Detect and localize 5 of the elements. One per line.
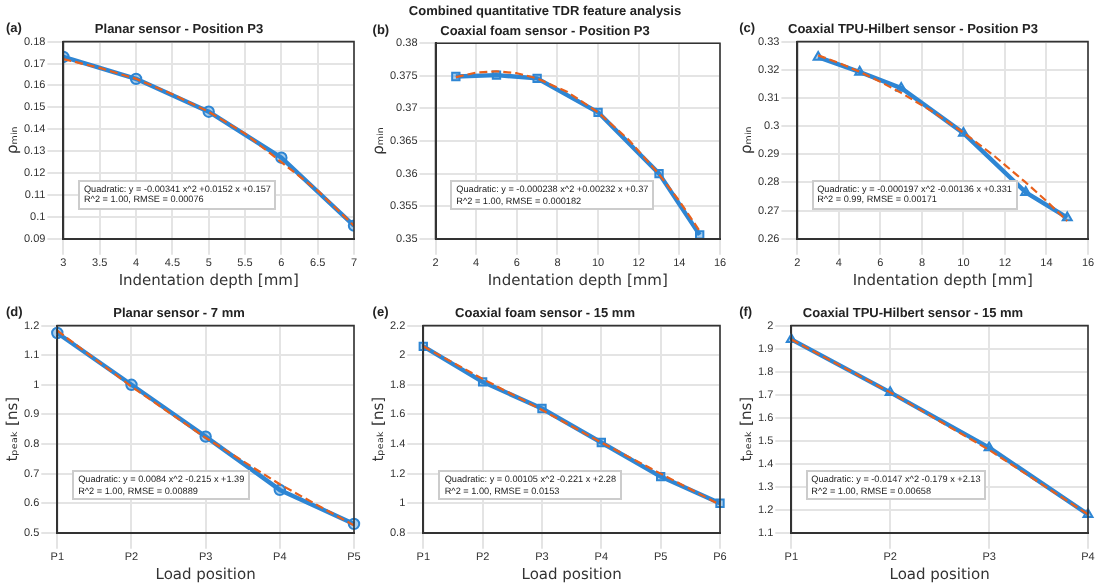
point (695, 230, 705, 239)
point (1019, 186, 1031, 196)
point (894, 81, 906, 92)
point (273, 483, 287, 497)
point (811, 50, 823, 61)
